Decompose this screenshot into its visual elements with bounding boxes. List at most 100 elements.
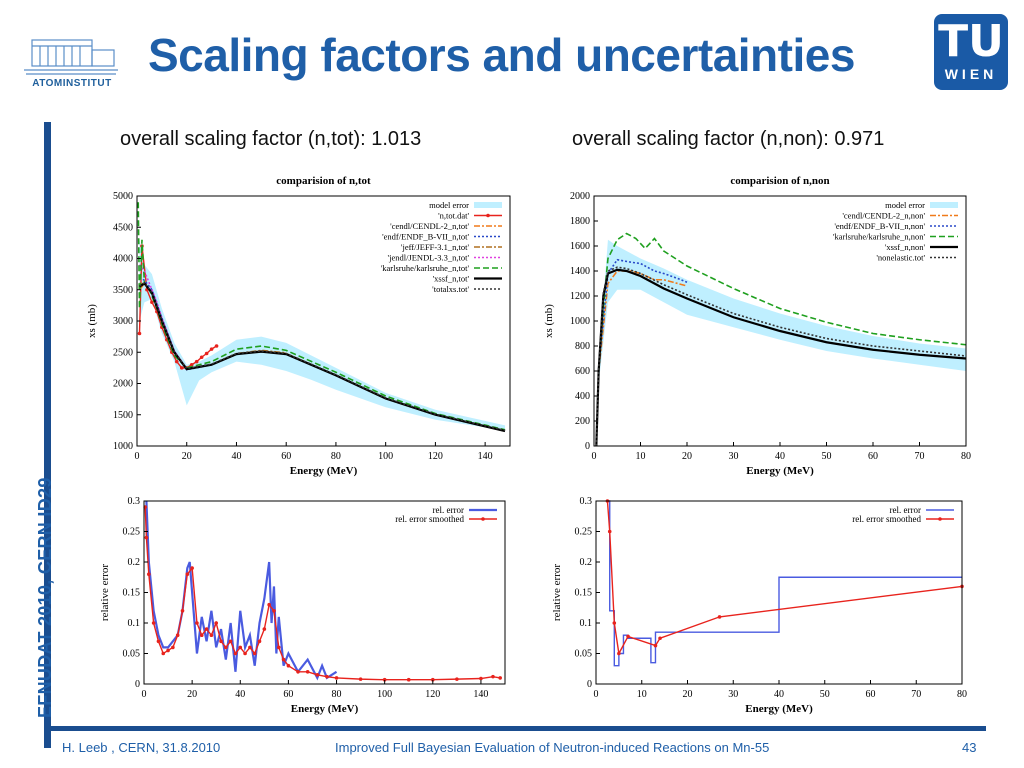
data-point	[325, 674, 329, 679]
x-tick-label: 0	[592, 451, 597, 462]
legend-label: 'endf/ENDF_B-VII_n,tot'	[382, 232, 469, 242]
data-point	[607, 529, 612, 534]
y-tick-label: 1600	[570, 241, 590, 252]
data-point	[626, 634, 630, 639]
data-point	[137, 331, 142, 336]
legend-label: 'xssf_n,non'	[885, 242, 926, 252]
data-point	[233, 651, 238, 656]
series-band	[598, 239, 966, 384]
legend-marker	[486, 213, 490, 218]
data-point	[147, 572, 151, 576]
data-point	[204, 627, 209, 631]
data-point	[382, 677, 387, 682]
x-tick-label: 20	[187, 689, 197, 700]
series-line	[138, 282, 506, 433]
legend-label: rel. error	[890, 505, 921, 515]
building-icon	[24, 39, 118, 75]
legend-label: 'jeff/JEFF-3.1_n,tot'	[401, 242, 470, 252]
data-point	[161, 651, 166, 656]
x-tick-label: 40	[774, 689, 784, 700]
legend-swatch	[474, 202, 502, 208]
data-point	[171, 645, 175, 650]
footer-talk-title: Improved Full Bayesian Evaluation of Neu…	[335, 740, 770, 755]
chart-title: comparision of n,tot	[276, 175, 371, 187]
y-tick-label: 0.05	[123, 649, 141, 660]
y-tick-label: 1500	[113, 410, 133, 421]
wien-logo-text: WIEN	[944, 66, 998, 82]
x-tick-label: 50	[822, 451, 832, 462]
y-tick-label: 5000	[113, 191, 133, 202]
y-tick-label: 0.15	[123, 588, 141, 599]
y-tick-label: 0.25	[575, 527, 593, 538]
data-point	[455, 677, 459, 681]
data-point	[190, 566, 194, 570]
data-point	[257, 639, 262, 644]
legend-label: rel. error smoothed	[852, 514, 921, 524]
atominstitut-label: ATOMINSTITUT	[32, 78, 112, 89]
data-point	[214, 621, 218, 625]
data-point	[224, 645, 228, 650]
series-line	[595, 266, 967, 447]
legend-label: 'karlsruhe/karlsruhe_n,non'	[833, 232, 926, 242]
data-point	[179, 366, 184, 370]
data-point	[491, 674, 495, 679]
y-tick-label: 1400	[570, 266, 590, 277]
data-point	[248, 645, 252, 650]
x-tick-label: 10	[637, 689, 647, 700]
y-tick-label: 2500	[113, 347, 133, 358]
data-point	[209, 347, 214, 351]
x-tick-label: 40	[235, 689, 245, 700]
legend-label: 'cendl/CENDL-2_n,non'	[842, 211, 925, 221]
y-tick-label: 2000	[570, 191, 590, 202]
x-tick-label: 100	[377, 689, 392, 700]
data-point	[315, 673, 320, 677]
data-point	[185, 572, 190, 576]
page-number: 43	[962, 740, 977, 755]
legend-marker	[938, 517, 942, 521]
series-line	[144, 507, 501, 681]
chart-3: 0 20 40 60 80 100 120 140 0 0.05 0.1 0.15 0.2 0.25 0.3…	[99, 496, 506, 715]
data-point	[228, 639, 233, 644]
x-tick-label: 50	[820, 689, 830, 700]
x-tick-label: 140	[478, 451, 493, 462]
left-accent-bar	[44, 122, 51, 748]
x-tick-label: 80	[332, 689, 342, 700]
data-point	[144, 535, 149, 540]
legend-label: 'karlsruhe/karlsruhe_n,tot'	[381, 263, 470, 273]
series-line	[145, 500, 338, 681]
data-point	[653, 643, 658, 648]
chart-title: comparision of n,non	[730, 175, 829, 187]
y-tick-label: 0.05	[575, 649, 593, 660]
x-tick-label: 0	[142, 689, 147, 700]
data-point	[156, 639, 161, 644]
data-point	[214, 344, 219, 348]
data-point	[358, 677, 363, 681]
series-line	[597, 270, 688, 372]
data-point	[406, 677, 411, 682]
y-tick-label: 0	[587, 679, 592, 690]
y-tick-label: 400	[575, 391, 590, 402]
x-tick-label: 100	[378, 451, 393, 462]
data-point	[276, 645, 281, 650]
y-tick-label: 0	[135, 679, 140, 690]
data-point	[431, 677, 435, 682]
x-tick-label: 20	[182, 451, 192, 462]
x-tick-label: 60	[866, 689, 876, 700]
x-tick-label: 0	[135, 451, 140, 462]
data-point	[262, 627, 267, 631]
x-tick-label: 120	[425, 689, 440, 700]
x-tick-label: 140	[473, 689, 488, 700]
y-tick-label: 800	[575, 341, 590, 352]
legend-label: model error	[885, 200, 925, 210]
legend-label: 'endf/ENDF_B-VII_n,non'	[834, 221, 925, 231]
x-tick-label: 10	[636, 451, 646, 462]
data-point	[296, 670, 300, 674]
x-tick-label: 80	[957, 689, 967, 700]
x-tick-label: 40	[231, 451, 241, 462]
y-tick-label: 0.1	[580, 618, 593, 629]
x-tick-label: 0	[594, 689, 599, 700]
y-tick-label: 200	[575, 416, 590, 427]
nnon-scaling-header: overall scaling factor (n,non): 0.971	[572, 128, 885, 150]
data-point	[658, 636, 662, 641]
